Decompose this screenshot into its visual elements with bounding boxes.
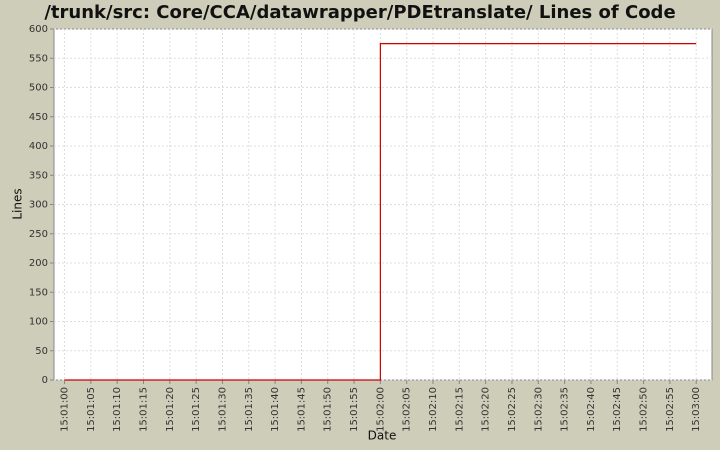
- y-tick-label: 150: [29, 287, 48, 298]
- y-tick-label: 50: [35, 346, 48, 357]
- x-tick-label: 15:02:55: [665, 387, 676, 432]
- y-tick-label: 500: [29, 83, 48, 94]
- y-tick-label: 450: [29, 112, 48, 123]
- y-tick-label: 250: [29, 229, 48, 240]
- chart-title: /trunk/src: Core/CCA/datawrapper/PDEtran…: [44, 2, 675, 23]
- y-tick-label: 0: [42, 375, 48, 386]
- x-tick-label: 15:02:20: [481, 387, 492, 432]
- x-tick-label: 15:01:00: [60, 387, 71, 432]
- x-tick-label: 15:02:45: [612, 387, 623, 432]
- y-tick-label: 400: [29, 141, 48, 152]
- x-tick-label: 15:02:30: [533, 387, 544, 432]
- y-tick-label: 300: [29, 200, 48, 211]
- y-axis-label: Lines: [11, 188, 25, 219]
- y-tick-label: 550: [29, 53, 48, 64]
- x-tick-label: 15:01:45: [296, 387, 307, 432]
- x-tick-label: 15:01:10: [112, 387, 123, 432]
- x-tick-label: 15:02:50: [639, 387, 650, 432]
- x-tick-label: 15:01:30: [217, 387, 228, 432]
- x-tick-label: 15:01:40: [270, 387, 281, 432]
- x-tick-label: 15:01:35: [244, 387, 255, 432]
- x-tick-label: 15:02:35: [560, 387, 571, 432]
- x-tick-label: 15:01:25: [191, 387, 202, 432]
- y-tick-label: 600: [29, 24, 48, 35]
- x-tick-label: 15:02:00: [375, 387, 386, 432]
- x-tick-label: 15:01:05: [86, 387, 97, 432]
- x-tick-label: 15:01:55: [349, 387, 360, 432]
- x-tick-label: 15:02:40: [586, 387, 597, 432]
- x-tick-label: 15:01:20: [165, 387, 176, 432]
- y-tick-label: 200: [29, 258, 48, 269]
- y-tick-label: 350: [29, 170, 48, 181]
- x-axis-label: Date: [368, 429, 397, 443]
- data-line: [64, 43, 697, 381]
- x-tick-label: 15:02:15: [454, 387, 465, 432]
- x-tick-label: 15:01:15: [138, 387, 149, 432]
- x-tick-label: 15:03:00: [691, 387, 702, 432]
- x-tick-label: 15:02:05: [402, 387, 413, 432]
- y-tick-label: 100: [29, 317, 48, 328]
- x-tick-label: 15:02:25: [507, 387, 518, 432]
- x-tick-label: 15:02:10: [428, 387, 439, 432]
- x-tick-label: 15:01:50: [323, 387, 334, 432]
